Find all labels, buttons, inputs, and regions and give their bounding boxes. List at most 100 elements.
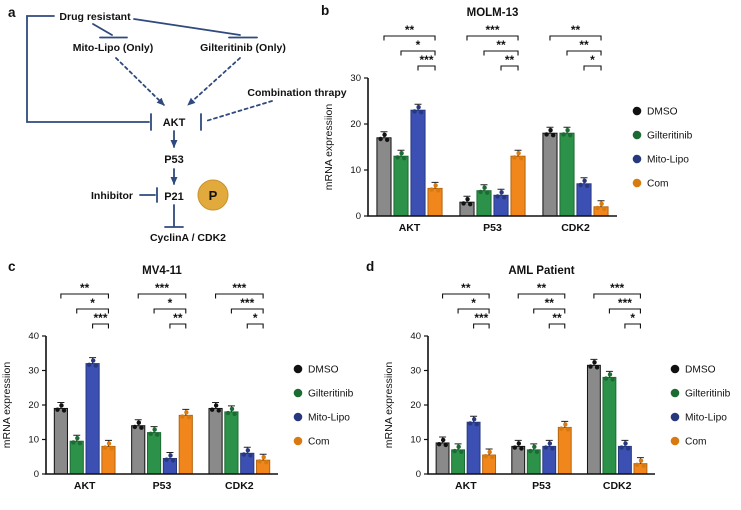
y-axis-label: mRNA expressiion bbox=[323, 104, 335, 191]
node-akt: AKT bbox=[163, 117, 186, 129]
sig-stars: ** bbox=[173, 311, 183, 325]
data-point bbox=[550, 133, 556, 138]
data-point bbox=[607, 372, 613, 377]
data-point bbox=[395, 155, 400, 160]
data-point bbox=[186, 415, 192, 420]
x-category-label: P53 bbox=[483, 222, 502, 234]
node-cyclina-cdk2: CyclinA / CDK2 bbox=[150, 232, 226, 244]
node-p21: P21 bbox=[164, 191, 184, 203]
legend-dot-Com bbox=[670, 436, 680, 446]
data-point bbox=[452, 448, 457, 454]
data-point bbox=[164, 457, 169, 462]
sig-bracket bbox=[246, 323, 264, 329]
data-point bbox=[595, 205, 600, 211]
legend-label: DMSO bbox=[308, 365, 339, 376]
y-axis-label: mRNA expressiion bbox=[1, 362, 13, 449]
pathway-diagram: Drug resistant Mito-Lipo (Only) Gilterit… bbox=[26, 11, 347, 244]
data-point bbox=[93, 363, 98, 368]
data-point bbox=[436, 188, 441, 193]
data-point bbox=[610, 377, 615, 382]
legend-dot-Com bbox=[632, 178, 642, 188]
data-point bbox=[625, 446, 631, 451]
sig-bracket bbox=[608, 308, 641, 314]
sig-bracket bbox=[473, 323, 490, 329]
sig-bracket bbox=[137, 293, 187, 299]
data-point bbox=[638, 458, 644, 463]
data-point bbox=[519, 156, 524, 161]
data-point bbox=[399, 151, 404, 156]
sig-bracket bbox=[466, 35, 519, 41]
bar-Gilteritinib-P53 bbox=[147, 432, 162, 475]
y-axis-label: mRNA expressiion bbox=[383, 362, 395, 449]
data-point bbox=[459, 449, 464, 455]
y-tick-label: 30 bbox=[410, 366, 421, 377]
data-point bbox=[528, 448, 533, 454]
data-point bbox=[461, 201, 466, 206]
bar-Mito-Lipo-CDK2 bbox=[576, 183, 592, 217]
bar-DMSO-CDK2 bbox=[542, 132, 558, 217]
data-point bbox=[499, 190, 504, 195]
data-point bbox=[257, 459, 262, 464]
sig-stars: * bbox=[168, 296, 173, 310]
sig-stars: ** bbox=[505, 53, 515, 67]
legend-label: Com bbox=[308, 437, 330, 448]
data-point bbox=[264, 460, 269, 465]
data-point bbox=[588, 364, 593, 369]
y-tick-label: 30 bbox=[350, 73, 361, 84]
legend-label: DMSO bbox=[685, 365, 716, 376]
data-point bbox=[603, 376, 609, 381]
sig-bracket bbox=[548, 323, 566, 329]
bar-DMSO-AKT bbox=[53, 407, 68, 475]
legend-dot-Gilteritinib bbox=[632, 130, 642, 140]
data-point bbox=[86, 362, 92, 367]
legend-label: Mito-Lipo bbox=[308, 413, 350, 424]
data-point bbox=[483, 454, 488, 459]
data-point bbox=[225, 410, 231, 416]
sig-bracket bbox=[230, 308, 264, 314]
sig-bracket bbox=[400, 50, 436, 56]
data-point bbox=[602, 206, 607, 211]
sig-stars: * bbox=[471, 296, 476, 310]
data-point bbox=[474, 422, 479, 427]
data-point bbox=[229, 406, 235, 412]
y-tick-label: 10 bbox=[350, 165, 361, 176]
sig-stars: ** bbox=[545, 296, 555, 310]
data-point bbox=[59, 403, 64, 408]
sig-bracket bbox=[483, 50, 519, 56]
data-point bbox=[401, 156, 407, 161]
data-point bbox=[567, 133, 573, 138]
data-point bbox=[102, 445, 108, 450]
panel-label-a: a bbox=[8, 5, 16, 20]
data-point bbox=[55, 407, 60, 412]
bar-Gilteritinib-CDK2 bbox=[559, 132, 575, 217]
data-point bbox=[412, 109, 417, 114]
bar-Gilteritinib-AKT bbox=[393, 155, 409, 217]
data-point bbox=[559, 426, 564, 431]
sig-stars: ** bbox=[552, 311, 562, 325]
data-point bbox=[155, 432, 160, 437]
legend-dot-Mito-Lipo bbox=[670, 412, 680, 422]
data-point bbox=[482, 185, 487, 190]
data-point bbox=[543, 445, 549, 450]
sig-bracket bbox=[60, 293, 109, 299]
data-point bbox=[433, 183, 438, 188]
sig-bracket bbox=[442, 293, 490, 299]
data-point bbox=[547, 441, 553, 446]
data-point bbox=[148, 431, 153, 436]
chart-title: AML Patient bbox=[508, 265, 574, 277]
bar-Mito-Lipo-AKT bbox=[466, 421, 481, 475]
node-drug-resistant: Drug resistant bbox=[59, 11, 131, 23]
data-point bbox=[544, 132, 549, 137]
data-point bbox=[519, 446, 524, 451]
data-point bbox=[599, 201, 604, 206]
x-category-label: CDK2 bbox=[603, 480, 632, 492]
node-mito-lipo: Mito-Lipo (Only) bbox=[73, 42, 153, 54]
legend-dot-Mito-Lipo bbox=[293, 412, 303, 422]
sig-stars: *** bbox=[610, 281, 624, 295]
sig-stars: *** bbox=[474, 311, 488, 325]
sig-bracket bbox=[624, 323, 641, 329]
node-inhibitor: Inhibitor bbox=[91, 190, 133, 202]
data-point bbox=[532, 444, 537, 450]
